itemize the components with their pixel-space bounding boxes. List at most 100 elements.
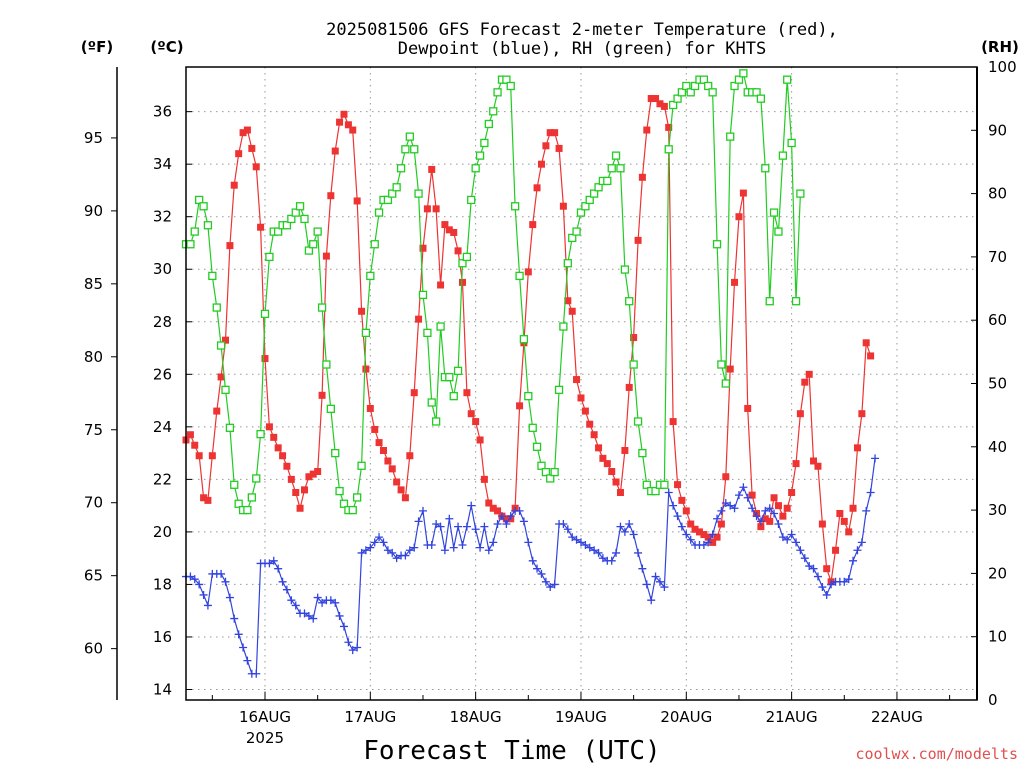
dewpoint-data-point [326,596,335,605]
temperature-data-point [735,213,743,221]
dewpoint-data-point [813,572,822,581]
temperature-data-point [322,252,330,260]
rh-data-point [572,227,581,236]
temperature-data-point [674,481,682,489]
series-layer [181,69,880,678]
temperature-data-point [454,247,462,255]
temperature-data-point [208,452,216,460]
temperature-data-point [704,533,712,541]
grid-lines [186,67,977,700]
rh-data-point [366,271,375,281]
dewpoint-data-point [642,580,651,589]
temperature-data-point [788,489,796,497]
temperature-data-point [546,129,554,137]
temperature-data-point [555,144,563,152]
axis-ticks: 14 16 18 20 22 24 26 28 30 32 34 36 60 65 70 75 80 85 90 95… [84,58,1017,747]
temperature-data-point [687,520,695,528]
temperature-data-point [401,494,409,502]
dewpoint-data-point [366,543,375,552]
dewpoint-data-point [274,564,283,573]
temperature-data-point [349,126,357,134]
temperature-data-point [595,444,603,452]
rh-data-point [726,132,735,141]
dewpoint-data-point [234,630,243,639]
dewpoint-data-point [664,488,673,497]
temperature-data-point [761,515,769,523]
temperature-data-point [853,444,861,452]
dewpoint-data-point [427,541,436,550]
temperature-data-point [814,462,822,470]
rh-tick-label: 90 [988,121,1007,139]
temperature-data-point [845,528,853,536]
rh-data-point [230,480,239,489]
temperature-data-point [287,475,295,483]
temperature-data-point [362,365,370,373]
temperature-data-point [226,242,234,250]
dewpoint-data-point [440,546,449,555]
temperature-data-point [441,221,449,229]
rh-data-point [664,145,673,154]
temperature-data-point [691,525,699,533]
rh-data-point [208,271,217,281]
rh-data-point [353,493,362,502]
rh-data-point [510,202,520,211]
temperature-data-point [832,546,840,554]
rh-data-point [331,448,340,458]
dewpoint-data-point [612,548,621,557]
dewpoint-data-point [669,501,678,510]
dewpoint-data-point [432,520,441,529]
rh-data-point [791,297,801,306]
rh-data-point [475,151,485,160]
dewpoint-data-point [392,554,401,563]
dewpoint-data-point [239,643,248,652]
rh-data-point [761,164,770,173]
temperature-data-point [467,410,475,418]
rh-data-point [374,208,384,217]
dewpoint-data-point [840,577,849,586]
dewpoint-data-point [541,577,550,586]
rh-data-point [317,303,327,312]
dewpoint-data-point [756,517,765,526]
dewpoint-data-point [186,572,195,581]
temperature-data-point [243,126,251,134]
fahrenheit-unit-label: (ºF) [81,38,113,56]
dewpoint-data-point [493,520,502,529]
rh-data-point [414,189,423,198]
dewpoint-data-point [730,504,739,513]
dewpoint-data-point [748,504,757,513]
rh-data-point [524,392,533,401]
celsius-tick-label: 22 [153,470,172,488]
temperature-data-point [533,184,541,192]
rh-data-point [546,474,555,483]
credit-link[interactable]: coolwx.com/modelts [855,745,1018,763]
temperature-data-point [432,205,440,213]
celsius-tick-label: 24 [153,418,172,436]
rh-data-point [752,88,761,97]
rh-data-point [611,151,621,160]
rh-data-point [550,467,559,477]
temperature-data-point [217,373,225,381]
dewpoint-data-point [704,538,713,547]
dewpoint-data-point [304,611,313,620]
rh-tick-label: 30 [988,501,1007,519]
rh-data-point [756,94,766,103]
dewpoint-data-point [361,546,370,555]
temperature-data-point [428,165,436,173]
temperature-data-point [204,496,212,504]
chart-title-line2: Dewpoint (blue), RH (green) for KHTS [398,39,766,59]
rh-data-point [673,94,682,103]
temperature-data-point [739,189,747,197]
rh-data-point [633,417,643,426]
rh-data-point [339,499,349,508]
fahrenheit-tick-label: 95 [84,129,103,147]
dewpoint-data-point [809,564,818,573]
rh-data-point [734,75,744,84]
dewpoint-data-point [230,614,239,623]
rh-data-point [541,467,551,477]
dewpoint-data-point [585,543,594,552]
dewpoint-data-point [752,512,761,521]
dewpoint-data-point [195,580,204,589]
dewpoint-data-point [449,543,458,552]
dewpoint-data-point [677,522,686,531]
